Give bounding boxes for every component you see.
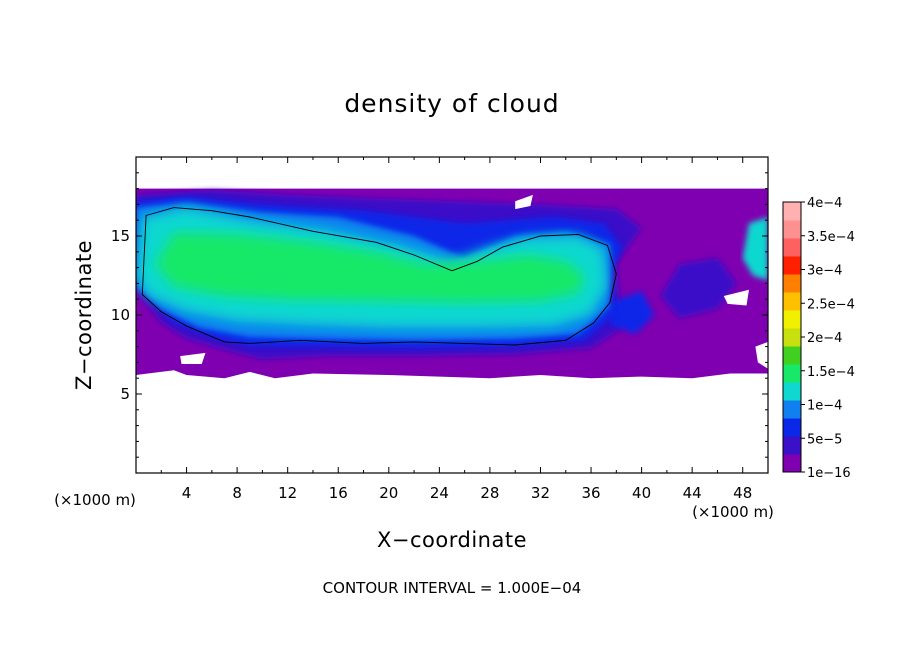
colorbar-label: 2e−4 [807,331,842,346]
gap-bottom-right [755,341,768,369]
colorbar-swatch [783,220,801,239]
colorbar-swatch [783,400,801,419]
x-tick-label: 40 [632,484,651,502]
colorbar-label: 1e−16 [807,466,851,481]
cloud-density-field [136,188,768,379]
chart-title: density of cloud [344,89,559,118]
colorbar-label: 2.5e−4 [807,297,855,312]
colorbar-label: 1.5e−4 [807,365,855,380]
x-tick-label: 8 [232,484,242,502]
y-unit-label: (×1000 m) [54,491,136,509]
colorbar-swatch [783,238,801,257]
colorbar-label: 5e−5 [807,432,842,447]
y-axis: 5 10 15 [111,172,768,458]
green-core [155,232,585,303]
x-tick-label: 4 [182,484,192,502]
right-edge-blob [742,217,768,281]
x-tick-label: 24 [430,484,449,502]
x-tick-label: 28 [480,484,499,502]
eddy-mid [610,291,655,334]
colorbar-label: 3e−4 [807,264,842,279]
colorbar-swatch [783,274,801,293]
x-tick-label: 20 [379,484,398,502]
colorbar-swatch [783,328,801,347]
gap-bottom-left [180,352,206,364]
plot-area [136,157,768,473]
y-tick-label: 10 [111,306,130,324]
y-tick-label: 15 [111,227,130,245]
colorbar-swatch [783,346,801,365]
x-tick-label: 16 [329,484,348,502]
colorbar-swatch [783,292,801,311]
contour-interval-note: CONTOUR INTERVAL = 1.000E−04 [323,579,582,597]
contour-line [141,207,617,346]
colorbar-swatch [783,202,801,221]
colorbar-swatch [783,436,801,455]
colorbar-swatch [783,364,801,383]
eddy-right [660,258,737,319]
colorbar-label: 1e−4 [807,399,842,414]
colorbar-label: 3.5e−4 [807,230,855,245]
colorbar-swatch [783,256,801,275]
x-axis: 4 8 12 16 20 24 28 32 36 40 44 48 [160,157,752,502]
colorbar-swatch [783,418,801,437]
x-tick-label: 12 [278,484,297,502]
x-tick-label: 36 [581,484,600,502]
colorbar-swatch [783,454,801,473]
x-tick-label: 32 [531,484,550,502]
y-axis-label: Z−coordinate [72,240,96,390]
x-axis-label: X−coordinate [377,528,527,552]
x-tick-label: 48 [733,484,752,502]
colorbar-swatch [783,310,801,329]
colorbar: 1e−16 5e−5 1e−4 1.5e−4 2e−4 2.5e−4 3e−4 3.5e−4 4… [782,196,855,481]
colorbar-label: 4e−4 [807,196,842,211]
gap-right [723,289,749,306]
y-tick-label: 5 [120,385,130,403]
gap-top [515,194,533,210]
x-tick-label: 44 [683,484,702,502]
x-unit-label: (×1000 m) [692,503,774,521]
colorbar-swatch [783,382,801,401]
